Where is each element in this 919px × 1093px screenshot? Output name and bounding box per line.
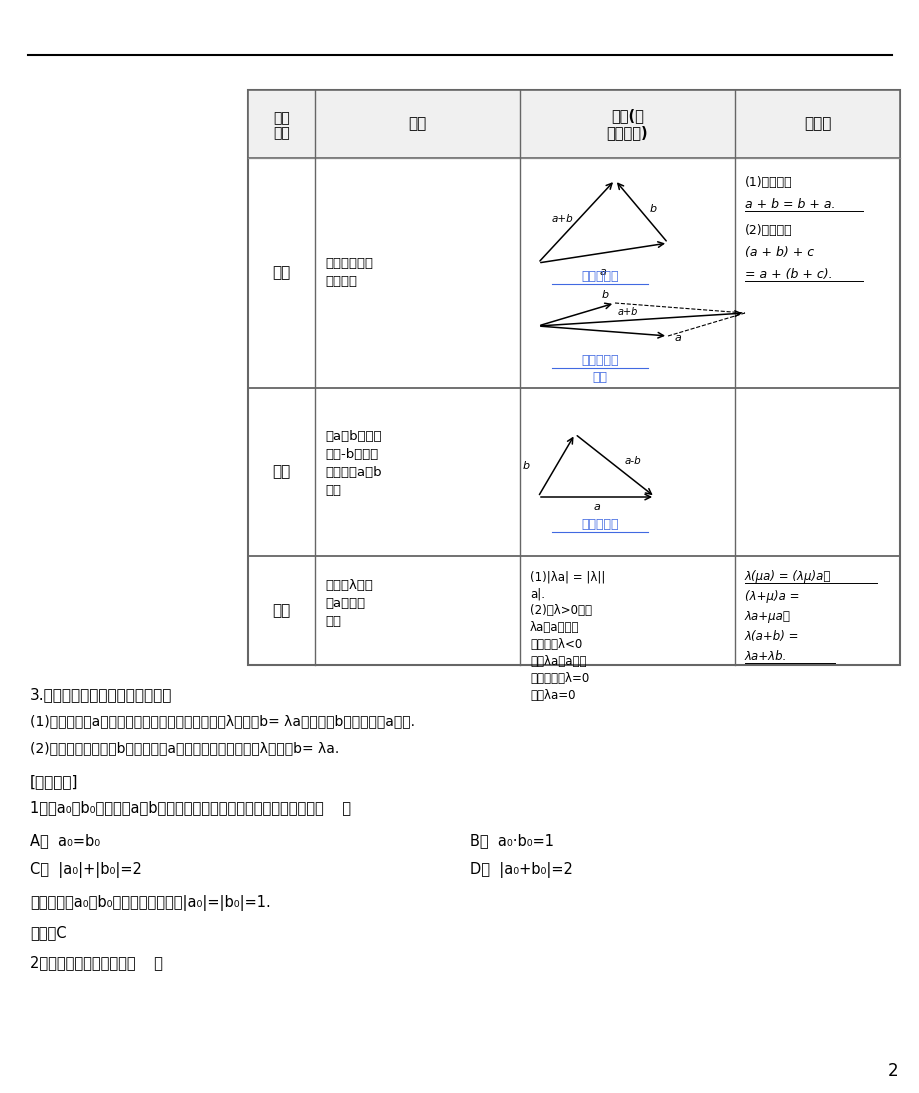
Text: 时，λa与a的方: 时，λa与a的方 xyxy=(529,655,586,668)
Text: 3.向量共线的判定定理和性质定理: 3.向量共线的判定定理和性质定理 xyxy=(30,687,172,702)
Text: a: a xyxy=(599,267,606,277)
Text: 平行四边形: 平行四边形 xyxy=(581,353,618,366)
Text: 减法: 减法 xyxy=(272,465,290,480)
Text: λa+μa；: λa+μa； xyxy=(744,610,790,623)
Text: 的差: 的差 xyxy=(324,483,341,496)
Text: (1)判定定理：a是一个非零向量，若存在一个实数λ，使得b= λa，则向量b与非零向量a共线.: (1)判定定理：a是一个非零向量，若存在一个实数λ，使得b= λa，则向量b与非… xyxy=(30,714,414,728)
Text: λ(μa) = (λμ)a；: λ(μa) = (λμ)a； xyxy=(744,571,831,583)
Text: (2)当λ>0时，: (2)当λ>0时， xyxy=(529,604,591,618)
Text: 时，λa=0: 时，λa=0 xyxy=(529,689,575,702)
Text: C．  |a₀|+|b₀|=2: C． |a₀|+|b₀|=2 xyxy=(30,862,142,878)
Text: (a + b) + c: (a + b) + c xyxy=(744,246,813,259)
Text: 向量-b的和的: 向量-b的和的 xyxy=(324,447,378,460)
Text: a-b: a-b xyxy=(624,456,641,466)
Text: 和的运算: 和的运算 xyxy=(324,274,357,287)
Text: 运算叫做a与b: 运算叫做a与b xyxy=(324,466,381,479)
Text: (λ+μ)a =: (λ+μ)a = xyxy=(744,590,799,603)
Bar xyxy=(248,90,899,665)
Text: 法则: 法则 xyxy=(592,371,607,384)
Text: 加法: 加法 xyxy=(272,266,290,281)
Text: 运算: 运算 xyxy=(273,126,289,140)
Text: 三角形法则: 三角形法则 xyxy=(581,517,618,530)
Bar xyxy=(248,90,899,158)
Text: A．  a₀=b₀: A． a₀=b₀ xyxy=(30,833,100,848)
Text: 三角形法则: 三角形法则 xyxy=(581,270,618,282)
Text: 相同；当λ<0: 相同；当λ<0 xyxy=(529,638,582,651)
Text: λa+λb.: λa+λb. xyxy=(744,650,787,663)
Text: (1)交换律：: (1)交换律： xyxy=(744,176,792,189)
Text: b: b xyxy=(522,460,529,470)
Text: 求a与b的相反: 求a与b的相反 xyxy=(324,430,381,443)
Text: (2)性质定理：若向量b与非零向量a共线，则存在一个实数λ，使得b= λa.: (2)性质定理：若向量b与非零向量a共线，则存在一个实数λ，使得b= λa. xyxy=(30,741,339,755)
Text: 法则(或: 法则(或 xyxy=(610,108,643,124)
Text: 几何意义): 几何意义) xyxy=(606,126,648,141)
Text: 向量: 向量 xyxy=(273,111,289,125)
Text: 运算律: 运算律 xyxy=(803,117,830,131)
Text: a|.: a|. xyxy=(529,587,544,600)
Text: 求两个向量的: 求两个向量的 xyxy=(324,257,372,270)
Text: a+b: a+b xyxy=(551,213,573,223)
Text: a: a xyxy=(674,333,681,343)
Text: a + b = b + a.: a + b = b + a. xyxy=(744,198,834,211)
Text: 解析：因为a₀，b₀是单位向量，所以|a₀|=|b₀|=1.: 解析：因为a₀，b₀是单位向量，所以|a₀|=|b₀|=1. xyxy=(30,895,270,910)
Text: D．  |a₀+b₀|=2: D． |a₀+b₀|=2 xyxy=(470,862,573,878)
Text: (2)结合律：: (2)结合律： xyxy=(744,224,792,237)
Text: 定义: 定义 xyxy=(408,117,426,131)
Text: (1)|λa| = |λ||: (1)|λa| = |λ|| xyxy=(529,571,605,583)
Text: 运算: 运算 xyxy=(324,615,341,628)
Text: a+b: a+b xyxy=(617,306,637,317)
Text: B．  a₀·b₀=1: B． a₀·b₀=1 xyxy=(470,833,553,848)
Text: 2: 2 xyxy=(887,1062,897,1080)
Text: 答案：C: 答案：C xyxy=(30,925,66,940)
Text: 求实数λ与向: 求实数λ与向 xyxy=(324,579,372,592)
Text: 向相反；当λ=0: 向相反；当λ=0 xyxy=(529,672,588,685)
Text: λ(a+b) =: λ(a+b) = xyxy=(744,630,799,643)
Text: a: a xyxy=(593,502,599,512)
Text: b: b xyxy=(601,290,607,299)
Text: [基础自测]: [基础自测] xyxy=(30,774,78,789)
Text: 2．下列命题中正确的是（    ）: 2．下列命题中正确的是（ ） xyxy=(30,955,163,969)
Text: λa与a的方向: λa与a的方向 xyxy=(529,621,579,634)
Text: 数乘: 数乘 xyxy=(272,603,290,618)
Text: b: b xyxy=(649,203,656,213)
Text: = a + (b + c).: = a + (b + c). xyxy=(744,268,832,281)
Text: 量a的积的: 量a的积的 xyxy=(324,597,365,610)
Text: 1．设a₀，b₀分别是与a，b同向的单位向量，则下列结论中正确的是（    ）: 1．设a₀，b₀分别是与a，b同向的单位向量，则下列结论中正确的是（ ） xyxy=(30,800,351,815)
